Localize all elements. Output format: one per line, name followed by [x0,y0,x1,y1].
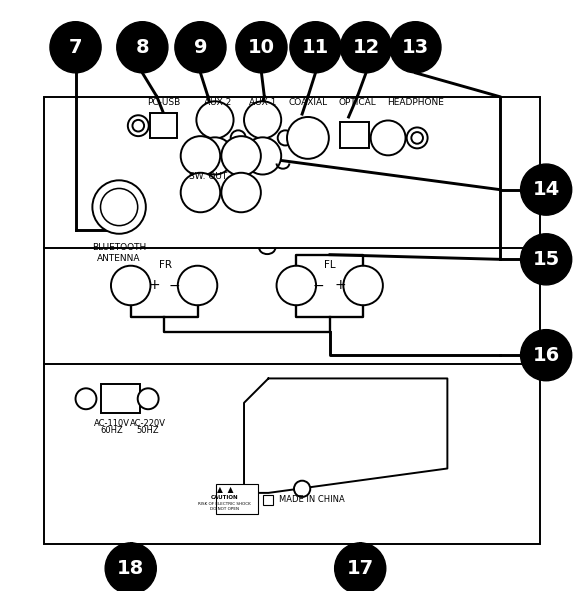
Text: OPTICAL: OPTICAL [339,98,376,107]
Text: MADE IN CHINA: MADE IN CHINA [279,496,345,505]
Text: 7: 7 [69,38,83,57]
Text: 18: 18 [117,559,144,578]
Circle shape [117,22,168,73]
Text: AC-220V: AC-220V [130,419,166,428]
Circle shape [521,234,572,285]
Text: 15: 15 [533,250,560,269]
Text: −: − [313,278,324,292]
Circle shape [290,22,341,73]
Text: HEADPHONE: HEADPHONE [387,98,444,107]
Circle shape [175,22,226,73]
Text: +: + [148,278,160,292]
Bar [150,113,177,139]
Circle shape [76,388,96,409]
Text: 60HZ: 60HZ [100,426,123,435]
Circle shape [390,22,441,73]
Text: AUX 2: AUX 2 [205,98,231,107]
Bar [340,122,369,148]
Circle shape [221,136,261,176]
Text: 13: 13 [402,38,429,57]
Circle shape [111,266,150,305]
Text: ▲  ▲: ▲ ▲ [217,485,233,494]
Text: SW. OUT: SW. OUT [189,172,227,181]
Circle shape [181,173,220,212]
Text: 11: 11 [302,38,329,57]
Text: 17: 17 [347,559,374,578]
Circle shape [521,329,572,381]
Circle shape [138,388,159,409]
Circle shape [178,266,217,305]
Text: RISK OF ELECTRIC SHOCK: RISK OF ELECTRIC SHOCK [199,502,251,506]
Circle shape [244,137,281,175]
Text: 9: 9 [193,38,207,57]
Bar [263,494,273,505]
Bar [216,484,258,514]
Circle shape [411,132,423,144]
Circle shape [521,164,572,215]
Circle shape [335,543,386,594]
Circle shape [244,101,281,139]
Circle shape [287,117,329,159]
Bar [101,384,140,413]
Text: CAUTION: CAUTION [211,495,239,500]
Circle shape [181,136,220,176]
Text: 10: 10 [248,38,275,57]
Text: −: − [168,278,180,292]
Circle shape [132,120,144,131]
Text: COAXIAL: COAXIAL [288,98,328,107]
Text: 8: 8 [135,38,149,57]
Circle shape [221,173,261,212]
Text: 50HZ: 50HZ [137,426,159,435]
Text: 14: 14 [533,180,560,199]
Circle shape [92,181,146,234]
Circle shape [340,22,392,73]
Circle shape [343,266,383,305]
Text: DO NOT OPEN: DO NOT OPEN [210,507,239,511]
Circle shape [231,130,246,145]
Text: +: + [334,278,346,292]
Text: AC-110V: AC-110V [94,419,130,428]
Circle shape [278,130,293,145]
Text: AUX 1: AUX 1 [249,98,277,107]
Circle shape [196,137,234,175]
Text: BLUETOOTH
ANTENNA: BLUETOOTH ANTENNA [92,243,146,263]
Text: FL: FL [324,260,336,270]
Circle shape [371,121,406,155]
Circle shape [196,101,234,139]
Text: PC-USB: PC-USB [147,98,181,107]
Circle shape [101,188,138,226]
Text: 16: 16 [533,346,560,365]
Text: 12: 12 [353,38,379,57]
Circle shape [407,127,428,148]
Circle shape [294,481,310,497]
Circle shape [128,115,149,136]
Circle shape [50,22,101,73]
Text: FR: FR [159,260,172,270]
Circle shape [236,22,287,73]
Circle shape [105,543,156,594]
Bar [44,97,540,544]
Circle shape [277,266,316,305]
